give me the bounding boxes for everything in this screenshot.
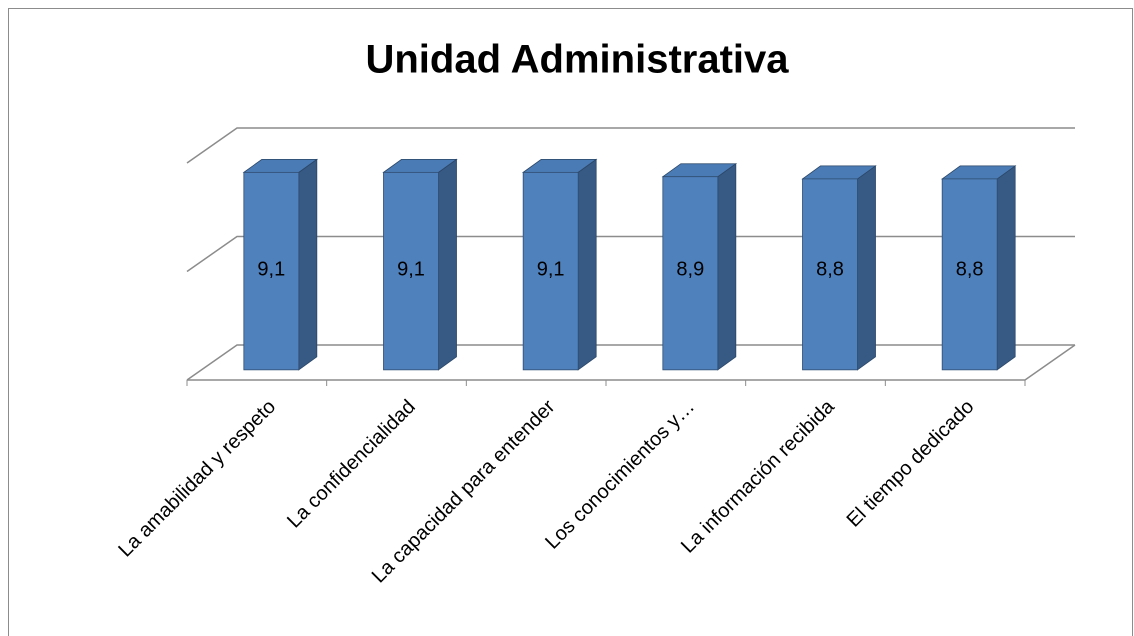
bar-side [438, 158, 457, 371]
bar-side [717, 162, 737, 371]
grid-line [186, 127, 1075, 164]
data-label: 9,1 [397, 258, 425, 280]
data-label: 8,8 [956, 258, 984, 280]
bar-side [996, 165, 1016, 371]
bar-side [298, 158, 318, 371]
bar [802, 178, 858, 371]
bar [662, 176, 719, 371]
bar [383, 171, 439, 371]
bar [522, 171, 579, 371]
bar [243, 171, 300, 371]
data-label: 8,8 [816, 258, 844, 280]
data-label: 8,9 [676, 258, 704, 280]
bar-side [577, 158, 597, 371]
data-label: 9,1 [257, 258, 285, 280]
bar-side [857, 165, 876, 371]
grid-line [186, 235, 1075, 273]
chart-title: Unidad Administrativa [365, 38, 789, 82]
bar [941, 178, 998, 371]
data-label: 9,1 [537, 258, 565, 280]
grid-line [186, 344, 1075, 381]
